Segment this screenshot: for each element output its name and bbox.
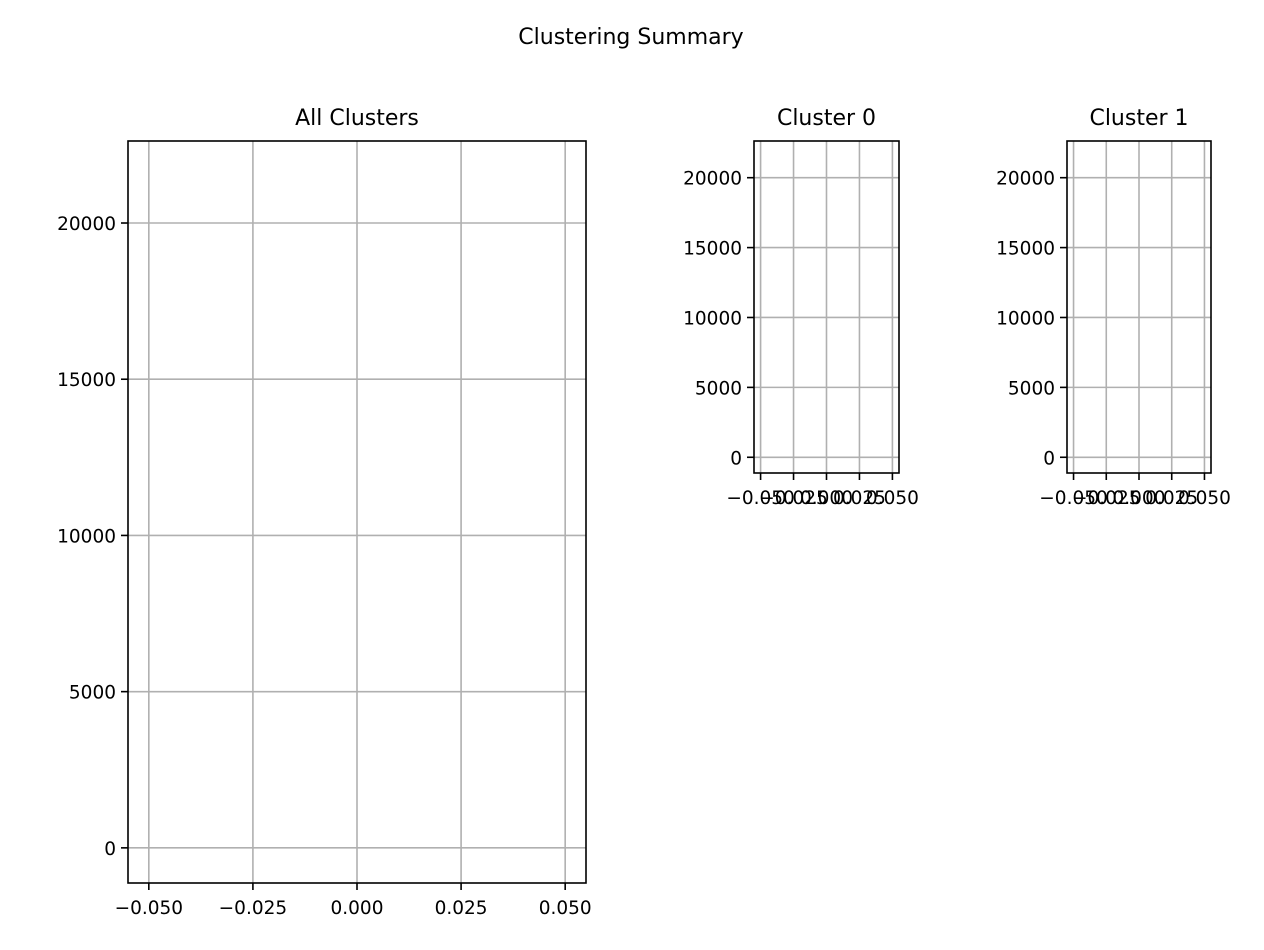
- x-tick-label: 0.000: [800, 488, 853, 509]
- y-tick-label: 5000: [695, 378, 742, 399]
- subplot-title: Cluster 0: [777, 106, 876, 131]
- x-tick-label: 0.050: [539, 898, 592, 919]
- x-tick-label: 0.050: [866, 488, 919, 509]
- subplot-all-clusters: All Clusters −0.050 −0.025 0.000 0.025 0.050 0…: [57, 106, 592, 919]
- x-tick-label: 0.050: [1178, 488, 1231, 509]
- subplot-title: All Clusters: [295, 106, 419, 131]
- y-tick-label: 20000: [57, 214, 116, 235]
- x-tick-label: −0.050: [115, 898, 183, 919]
- x-tick-label: −0.025: [219, 898, 287, 919]
- y-tick-label: 10000: [996, 308, 1055, 329]
- y-tick-label: 20000: [683, 169, 742, 190]
- y-tick-label: 5000: [69, 683, 116, 704]
- x-tick-label: 0.025: [435, 898, 488, 919]
- x-tick-label: 0.025: [1145, 488, 1198, 509]
- y-tick-label: 20000: [996, 169, 1055, 190]
- y-tick-label: 0: [1043, 448, 1055, 469]
- y-tick-label: 10000: [683, 308, 742, 329]
- y-tick-label: 15000: [996, 239, 1055, 260]
- y-tick-label: 15000: [57, 370, 116, 391]
- subplot-title: Cluster 1: [1089, 106, 1188, 131]
- x-tick-label: −0.025: [759, 488, 827, 509]
- x-tick-label: −0.050: [1039, 488, 1107, 509]
- subplots: All Clusters−0.050 −0.025 0.000 0.025 0.0500…: [57, 106, 1231, 919]
- y-tick-label: 0: [730, 448, 742, 469]
- y-tick-label: 0: [104, 839, 116, 860]
- figure-suptitle: Clustering Summary: [518, 25, 743, 50]
- x-tick-label: −0.050: [726, 488, 794, 509]
- y-tick-label: 15000: [683, 239, 742, 260]
- x-tick-label: 0.025: [833, 488, 886, 509]
- x-tick-label: 0.000: [1113, 488, 1166, 509]
- y-tick-label: 10000: [57, 526, 116, 547]
- x-tick-label: −0.025: [1072, 488, 1140, 509]
- y-tick-label: 5000: [1008, 378, 1055, 399]
- x-tick-label: 0.000: [331, 898, 384, 919]
